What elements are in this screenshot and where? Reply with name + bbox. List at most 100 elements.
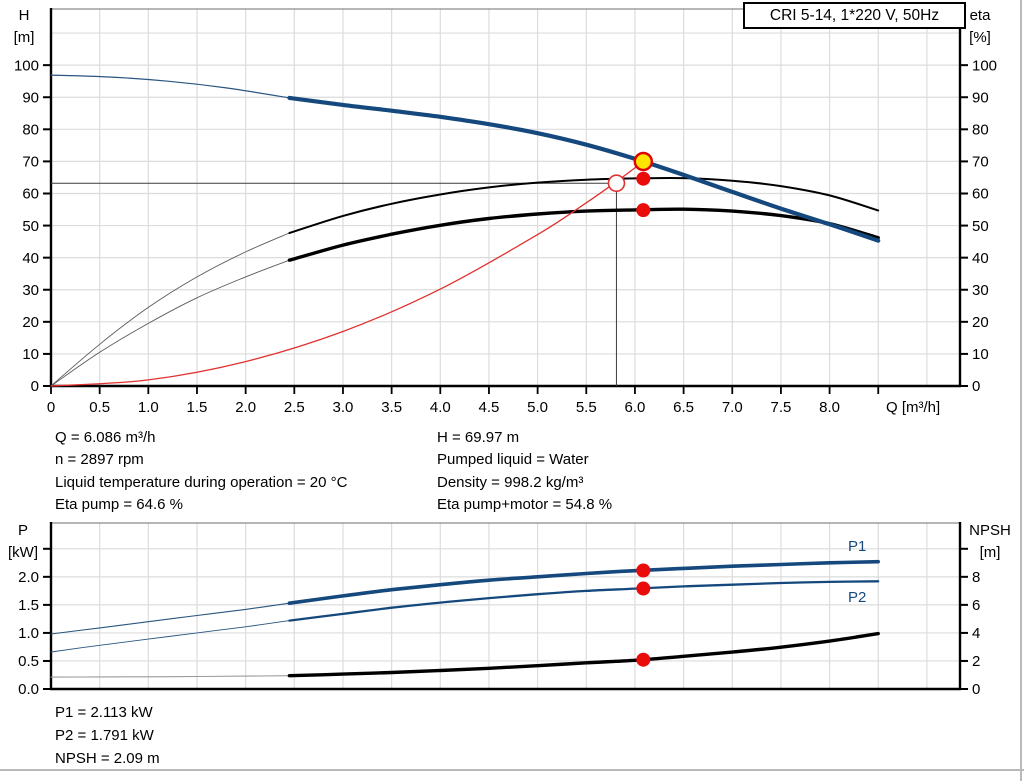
npsh-axis-title: NPSH [m] [964, 520, 1016, 564]
tick-label: 0 [972, 378, 980, 395]
pump-head-curve-thick [287, 95, 881, 243]
tick-label: 2 [972, 653, 980, 670]
eta-axis-label: eta [969, 7, 991, 24]
npsh-curve-thin [50, 675, 290, 678]
eta-axis-unit: [%] [969, 29, 991, 46]
tick-label: 4 [972, 625, 980, 642]
specified-duty-point [607, 174, 626, 193]
tick-label: 0.5 [89, 399, 110, 416]
annotation-p2: P2 = 1.791 kW [55, 727, 154, 745]
duty-annotations-right: H = 69.97 m Pumped liquid = Water Densit… [437, 429, 612, 519]
p1-duty-point [636, 563, 651, 578]
pump-model-title-box: CRI 5-14, 1*220 V, 50Hz [743, 2, 966, 29]
window-right-border [1020, 0, 1022, 781]
h-axis-unit: [m] [13, 29, 35, 46]
tick-label: 0 [47, 399, 55, 416]
eta-axis-title: eta [%] [957, 5, 1003, 49]
tick-label: 100 [14, 57, 39, 74]
tick-label: 6.5 [673, 399, 694, 416]
tick-label: 6.0 [625, 399, 646, 416]
tick-label: 4.0 [430, 399, 451, 416]
tick-label: 20 [972, 314, 989, 331]
tick-label: 4.5 [479, 399, 500, 416]
eta-pump-curve-thick [288, 176, 880, 234]
system-curve-thin [50, 160, 644, 387]
power-annotations: P1 = 2.113 kW P2 = 1.791 kW NPSH = 2.09 … [55, 704, 160, 774]
tick-label: 10 [972, 346, 989, 363]
annotation-density: Density = 998.2 kg/m³ [437, 473, 584, 491]
annotation-liquid-temperature: Liquid temperature during operation = 20… [55, 473, 348, 491]
tick-label: 80 [22, 122, 39, 139]
tick-label: 3.5 [381, 399, 402, 416]
p-axis-unit: [kW] [8, 544, 38, 561]
annotation-flow: Q = 6.086 m³/h [55, 429, 156, 446]
p2-curve-label: P2 [848, 589, 867, 606]
p2-duty-point [636, 581, 651, 596]
tick-label: 8 [972, 569, 980, 586]
tick-label: 2.0 [18, 569, 39, 586]
tick-label: 40 [22, 250, 39, 267]
tick-label: 30 [972, 282, 989, 299]
tick-label: 70 [972, 154, 989, 171]
q-axis-label: Q [m³/h] [886, 399, 941, 416]
tick-label: 2.5 [284, 399, 305, 416]
tick-label: 30 [22, 282, 39, 299]
tick-label: 50 [22, 218, 39, 235]
tick-label: 10 [22, 346, 39, 363]
tick-label: 70 [22, 154, 39, 171]
annotation-npsh: NPSH = 2.09 m [55, 750, 160, 768]
eta-pump-curve-thin [50, 232, 290, 387]
p-axis-title: P [kW] [0, 520, 46, 564]
annotation-head: H = 69.97 m [437, 429, 520, 446]
tick-label: 0 [31, 378, 39, 395]
npsh-duty-point [636, 652, 651, 667]
npsh-axis-unit: [m] [979, 544, 1001, 561]
eta-pump-motor-curve-thick [287, 207, 880, 262]
tick-label: 5.0 [527, 399, 548, 416]
eta-pump-motor-curve-thin [50, 259, 290, 387]
eta-pump-motor-duty-point [636, 203, 651, 218]
tick-label: 40 [972, 250, 989, 267]
duty-annotations-left: Q = 6.086 m³/h n = 2897 rpm Liquid tempe… [55, 429, 347, 519]
tick-label: 0 [972, 681, 980, 698]
tick-label: 2.0 [235, 399, 256, 416]
tick-label: 1.0 [18, 625, 39, 642]
duty-point[interactable] [633, 151, 654, 172]
tick-label: 6 [972, 597, 980, 614]
annotation-speed: n = 2897 rpm [55, 451, 144, 469]
tick-label: 1.5 [18, 597, 39, 614]
annotation-pumped-liquid: Pumped liquid = Water [437, 451, 589, 469]
tick-label: 50 [972, 218, 989, 235]
npsh-curve-thick [287, 631, 880, 678]
tick-label: 60 [22, 186, 39, 203]
tick-label: 1.5 [187, 399, 208, 416]
pump-model-title: CRI 5-14, 1*220 V, 50Hz [769, 6, 940, 24]
p1-curve-thick [287, 559, 880, 605]
tick-label: 5.5 [576, 399, 597, 416]
tick-label: 90 [22, 89, 39, 106]
tick-label: 7.5 [770, 399, 791, 416]
annotation-p1: P1 = 2.113 kW [55, 704, 153, 721]
annotation-eta-pump: Eta pump = 64.6 % [55, 496, 183, 514]
h-axis-label: H [18, 7, 30, 24]
tick-label: 20 [22, 314, 39, 331]
tick-label: 80 [972, 122, 989, 139]
tick-label: 0.5 [18, 653, 39, 670]
pump-head-curve-thin [50, 74, 290, 99]
tick-label: 3.0 [333, 399, 354, 416]
window-bottom-border [0, 769, 1024, 771]
p2-curve-thick [288, 580, 880, 622]
tick-label: 100 [972, 57, 997, 74]
annotation-eta-pump-motor: Eta pump+motor = 54.8 % [437, 496, 613, 514]
h-axis-title: H [m] [1, 5, 47, 49]
tick-label: 8.0 [819, 399, 840, 416]
tick-label: 1.0 [138, 399, 159, 416]
p2-curve-thin [50, 620, 290, 653]
tick-label: 7.0 [722, 399, 743, 416]
tick-label: 90 [972, 89, 989, 106]
p1-curve-thin [50, 602, 290, 635]
tick-label: 0.0 [18, 681, 39, 698]
p-axis-label: P [17, 522, 28, 539]
